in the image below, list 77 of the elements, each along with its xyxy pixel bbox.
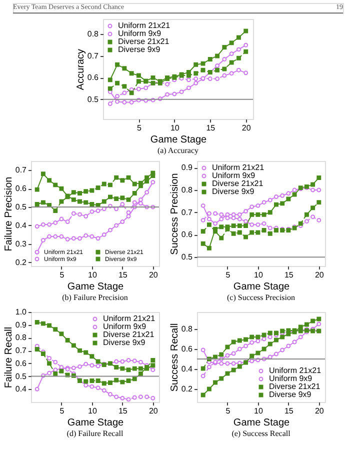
y-tick-label: 0.2 <box>15 258 28 267</box>
x-tick-label: 15 <box>284 406 294 416</box>
y-tick-label: 0.5 <box>87 94 100 104</box>
x-tick-label: 20 <box>148 270 158 280</box>
text: (b) Failure Precision <box>62 293 128 302</box>
legend-label: Diverse 9x9 <box>103 338 146 347</box>
x-tick-label: 15 <box>284 270 294 280</box>
y-tick-label: 0.7 <box>15 166 28 175</box>
y-axis-title: Failure Precision <box>3 176 14 252</box>
x-tick-label: 5 <box>136 124 142 132</box>
text: (e) Success Recall <box>232 429 292 438</box>
legend-label: Uniform 9x9 <box>118 29 162 38</box>
text: (a) Accuracy <box>157 146 199 155</box>
legend-label: Diverse 9x9 <box>212 187 255 196</box>
x-tick-label: 20 <box>314 406 324 416</box>
legend-label: Uniform 9x9 <box>269 374 313 383</box>
text: (c) Success Precision <box>227 293 295 302</box>
legend-label: Diverse 21x21 <box>269 382 321 391</box>
y-tick-label: 0.6 <box>87 73 100 82</box>
legend-label: Diverse 9x9 <box>118 45 161 54</box>
y-tick-label: 0.8 <box>181 324 194 334</box>
x-axis-title: Game Stage <box>233 282 290 292</box>
text: (d) Failure Recall <box>66 429 124 438</box>
y-tick-label: 0.7 <box>15 346 28 356</box>
x-tick-label: 5 <box>60 270 65 280</box>
y-tick-label: 0.7 <box>181 208 194 217</box>
y-tick-label: 0.5 <box>15 372 28 381</box>
legend-label: Uniform 9x9 <box>212 171 256 180</box>
legend-label: Diverse 21x21 <box>212 179 264 188</box>
x-axis-title: Game Stage <box>233 418 290 428</box>
x-axis-title: Game Stage <box>67 418 124 428</box>
x-tick-label: 15 <box>206 124 216 132</box>
legend-label: Diverse 21x21 <box>103 330 155 339</box>
x-tick-label: 5 <box>226 270 231 280</box>
x-tick-label: 10 <box>254 270 264 280</box>
x-tick-label: 5 <box>226 406 231 416</box>
legend-label: Uniform 21x21 <box>118 21 171 30</box>
y-tick-label: 0.9 <box>15 320 28 330</box>
y-tick-label: 0.4 <box>181 364 194 374</box>
x-tick-label: 20 <box>148 406 158 416</box>
y-tick-label: 0.4 <box>15 220 28 230</box>
x-tick-label: 20 <box>314 270 324 280</box>
y-tick-label: 0.6 <box>15 358 28 368</box>
y-tick-label: 0.7 <box>87 51 100 60</box>
x-tick-label: 20 <box>242 124 252 132</box>
y-tick-label: 0.5 <box>181 252 194 262</box>
legend-label: Uniform 21x21 <box>103 314 156 323</box>
y-tick-label: 0.2 <box>181 384 194 394</box>
y-axis-title: Success Precision <box>169 173 180 255</box>
x-tick-label: 5 <box>60 406 65 416</box>
y-tick-label: 0.6 <box>181 344 194 354</box>
y-axis-title: Accuracy <box>75 48 86 90</box>
y-tick-label: 0.6 <box>181 230 194 240</box>
x-axis-title: Game Stage <box>67 282 124 292</box>
y-axis-title: Success Recall <box>169 323 180 392</box>
x-tick-label: 10 <box>254 406 264 416</box>
y-tick-label: 1.0 <box>15 308 28 316</box>
legend-label: Diverse 9x9 <box>269 390 312 399</box>
x-tick-label: 10 <box>88 406 98 416</box>
y-tick-label: 0.5 <box>15 202 28 212</box>
y-axis-title: Failure Recall <box>3 326 14 388</box>
legend-label: Uniform 21x21 <box>212 163 265 172</box>
y-tick-label: 0.4 <box>15 384 28 394</box>
y-tick-label: 0.9 <box>181 163 194 172</box>
x-tick-label: 10 <box>170 124 180 132</box>
x-tick-label: 15 <box>118 270 128 280</box>
y-tick-label: 0.8 <box>15 333 28 342</box>
legend-label: Uniform 21x21 <box>269 366 322 375</box>
y-tick-label: 0.3 <box>15 239 28 248</box>
y-tick-label: 0.8 <box>87 30 100 39</box>
legend-label: Uniform 9x9 <box>103 322 147 331</box>
x-axis-title: Game Stage <box>150 134 208 146</box>
y-tick-label: 0.6 <box>15 184 28 194</box>
legend-label: Diverse 21x21 <box>118 37 170 46</box>
x-tick-label: 15 <box>118 406 128 416</box>
y-tick-label: 0.8 <box>181 186 194 195</box>
x-tick-label: 10 <box>88 270 98 280</box>
